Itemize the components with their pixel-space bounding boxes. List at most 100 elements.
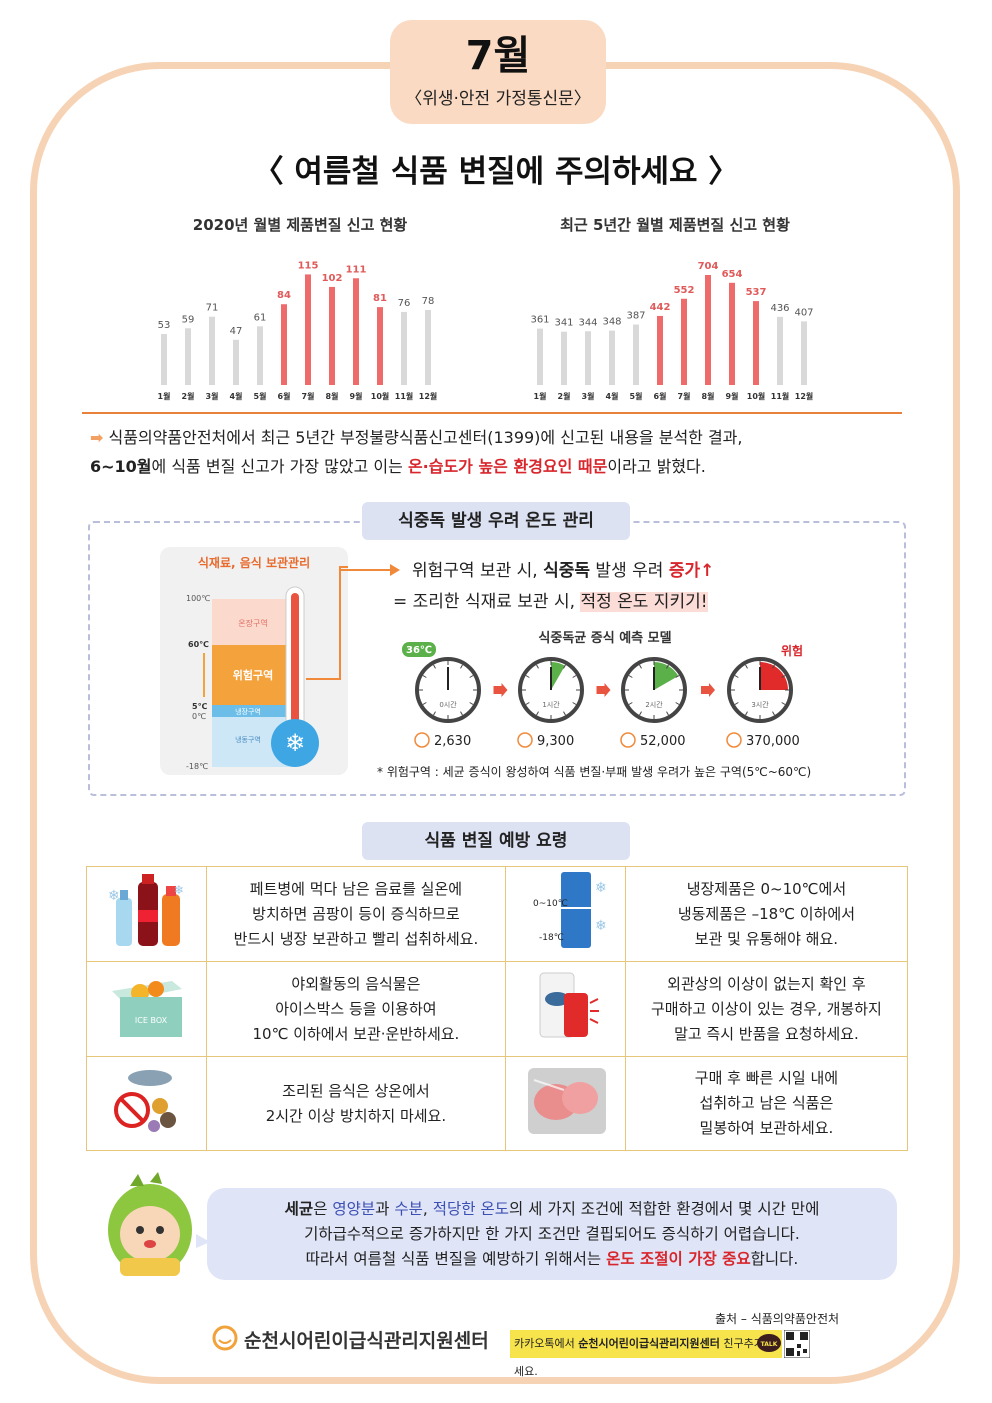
divider xyxy=(82,412,902,414)
x-tick-label: 11월 xyxy=(395,391,414,401)
x-tick-label: 10월 xyxy=(747,391,766,401)
model-title: 식중독균 증식 예측 모델 xyxy=(538,631,672,646)
svg-text:ICE BOX: ICE BOX xyxy=(134,1016,167,1025)
x-tick-label: 9월 xyxy=(350,391,363,401)
bar xyxy=(185,328,191,385)
arrow-right-icon xyxy=(493,683,508,697)
bar-value-label: 47 xyxy=(230,326,243,337)
snowflake-icon: ❄ xyxy=(285,729,305,757)
svg-text:❄: ❄ xyxy=(595,880,607,896)
bar xyxy=(705,275,711,385)
sealed-meat-icon xyxy=(528,1067,607,1134)
clock-hour-label: 3시간 xyxy=(751,700,769,709)
x-tick-label: 6월 xyxy=(654,391,667,401)
clock-hour-label: 1시간 xyxy=(542,700,560,709)
summary-mid: 에 식품 변질 신고가 가장 많았고 이는 xyxy=(151,457,408,476)
x-tick-label: 5월 xyxy=(630,391,643,401)
bar-value-label: 78 xyxy=(422,296,435,307)
bar xyxy=(657,315,663,385)
bacteria-count: 370,000 xyxy=(746,734,800,749)
scale-0: 0℃ xyxy=(192,712,206,721)
table-row: ❄ ❄ 페트병에 먹다 남은 음료를 실온에 방치하면 곰팡이 등이 증식하므로 반드… xyxy=(86,866,909,962)
arrow-right-icon: ➡ xyxy=(90,428,104,447)
bar xyxy=(161,334,167,385)
table-row: 조리된 음식은 상온에서 2시간 이상 방치하지 마세요. 구매 후 빠른 시일 … xyxy=(86,1056,909,1151)
summary-cause: 온·습도가 높은 환경요인 때문 xyxy=(407,457,608,476)
bar-value-label: 552 xyxy=(674,285,695,296)
chart2-title: 최근 5년간 월별 제품변질 신고 현황 xyxy=(560,216,790,234)
bar xyxy=(377,307,383,385)
bar-value-label: 537 xyxy=(746,287,767,298)
clock-hour-label: 2시간 xyxy=(645,700,663,709)
tip-text: 야외활동의 음식물은 아이스박스 등을 이용하여 10℃ 이하에서 보관·운반하세요… xyxy=(206,961,506,1057)
clock-hour-label: 0시간 xyxy=(439,700,457,709)
zone-warm: 온장구역 xyxy=(238,618,267,628)
scale-100: 100℃ xyxy=(186,594,210,603)
smile-logo-icon xyxy=(212,1325,238,1351)
mascot-icon xyxy=(108,1172,210,1276)
tip-image-bottles: ❄ ❄ xyxy=(86,866,207,962)
newsletter-subtitle: 〈위생·안전 가정통신문〉 xyxy=(405,89,591,109)
tip-text: 페트병에 먹다 남은 음료를 실온에 방치하면 곰팡이 등이 증식하므로 반드시 냉… xyxy=(206,866,506,962)
bar xyxy=(401,311,407,385)
tip-text: 외관상의 이상이 없는지 확인 후 구매하고 이상이 있는 경우, 개봉하지 말고 … xyxy=(624,961,909,1057)
bar-value-label: 407 xyxy=(794,307,813,318)
bar-value-label: 76 xyxy=(398,298,411,309)
bar-value-label: 59 xyxy=(182,314,195,325)
fridge-icon: ❄ ❄ 0~10℃ -18℃ xyxy=(533,872,607,948)
x-tick-label: 6월 xyxy=(278,391,291,401)
chart-2020-monthly: 53 1월 59 2월 71 3월 47 4월 61 5월 84 6월 115 7월 102 8월 111 9월 8… xyxy=(158,260,438,401)
bar xyxy=(609,330,615,385)
bar xyxy=(729,282,735,385)
bar xyxy=(537,328,543,385)
summary-months: 6~10월 xyxy=(90,457,152,476)
speech-bubble: 세균은 영양분과 수분, 적당한 온도의 세 가지 조건에 적합한 환경에서 몇… xyxy=(207,1188,897,1280)
temp-badge xyxy=(402,642,436,657)
bar xyxy=(329,286,335,385)
tip-text: 구매 후 빠른 시일 내에 섭취하고 남은 식품은 밀봉하여 보관하세요. xyxy=(624,1056,909,1151)
bar-value-label: 361 xyxy=(530,315,549,326)
svg-text:❄: ❄ xyxy=(595,918,607,934)
tip-text: 조리된 음식은 상온에서 2시간 이상 방치하지 마세요. xyxy=(206,1056,506,1151)
tips-table: ❄ ❄ 페트병에 먹다 남은 음료를 실온에 방치하면 곰팡이 등이 증식하므로 반드… xyxy=(86,866,909,1151)
clock-elapsed xyxy=(551,662,565,690)
tip-image-icebox: ICE BOX xyxy=(86,961,207,1057)
bar-value-label: 442 xyxy=(650,302,671,313)
danger-zone-note: * 위험구역 : 세균 증식이 왕성하여 식품 변질·부패 발생 우려가 높은 … xyxy=(377,765,812,779)
thermometer-diagram: 식재료, 음식 보관관리 온장구역 위험구역 냉장구역 냉동구역 100℃ 60… xyxy=(186,555,348,771)
scale-60: 60℃ xyxy=(188,640,209,649)
bar-value-label: 61 xyxy=(254,312,267,323)
temp-badge-label: 36℃ xyxy=(406,645,432,656)
zone-frozen: 냉동구역 xyxy=(235,735,261,744)
svg-text:0~10℃: 0~10℃ xyxy=(533,899,568,909)
bar xyxy=(777,316,783,385)
summary-text: ➡ 식품의약품안전처에서 최근 5년간 부정불량식품신고센터(1399)에 신고… xyxy=(90,423,902,481)
qr-code-icon[interactable] xyxy=(784,1330,810,1358)
headline: 〈 여름철 식품 변질에 주의하세요 〉 xyxy=(252,154,740,190)
bar xyxy=(281,304,287,385)
svg-text:-18℃: -18℃ xyxy=(539,933,564,943)
chart1-title: 2020년 월별 제품변질 신고 현황 xyxy=(192,216,408,234)
arrow-right-icon xyxy=(596,683,611,697)
temp-section-title: 식중독 발생 우려 온도 관리 xyxy=(362,502,630,540)
bar xyxy=(425,310,431,385)
bar-value-label: 53 xyxy=(158,320,171,331)
bar-value-label: 71 xyxy=(206,303,219,314)
kakao-banner[interactable]: 카카오톡에서 순천시어린이급식관리지원센터 친구추가 하세요. xyxy=(510,1330,782,1378)
svg-text:TALK: TALK xyxy=(761,1341,778,1348)
danger-label: 위험 xyxy=(781,643,803,658)
x-tick-label: 7월 xyxy=(678,391,691,401)
tip-image-cans xyxy=(504,961,626,1057)
bar xyxy=(257,326,263,385)
x-tick-label: 12월 xyxy=(419,391,438,401)
bar xyxy=(753,301,759,385)
svg-text:❄: ❄ xyxy=(174,883,184,897)
svg-text:❄: ❄ xyxy=(108,888,120,904)
bar-value-label: 654 xyxy=(722,269,743,280)
bar-value-label: 111 xyxy=(346,264,367,275)
bacteria-count: 9,300 xyxy=(537,734,574,749)
zone-cold: 냉장구역 xyxy=(235,707,261,716)
tip-image-food xyxy=(86,1056,207,1151)
arrow-right-icon xyxy=(701,683,715,697)
tip-image-fridge: ❄ ❄ 0~10℃ -18℃ xyxy=(504,866,626,962)
